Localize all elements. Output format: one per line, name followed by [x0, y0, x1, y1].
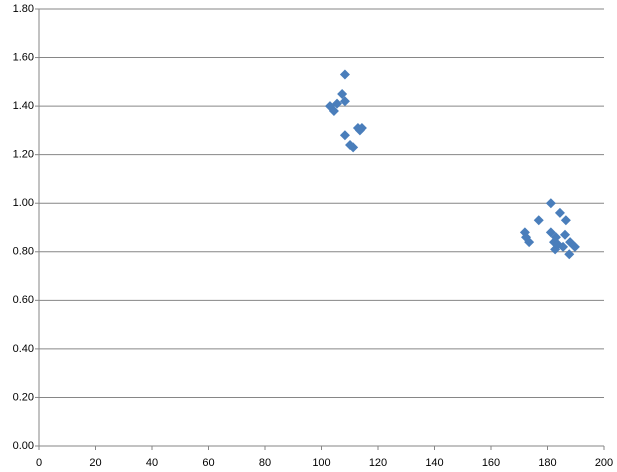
- x-tick-label: 20: [89, 457, 101, 469]
- x-tick-label: 200: [595, 457, 613, 469]
- y-tick-label: 0.80: [13, 246, 34, 258]
- y-tick-label: 0.20: [13, 391, 34, 403]
- point: [339, 96, 350, 107]
- point: [332, 98, 343, 109]
- y-tick-label: 1.40: [13, 100, 34, 112]
- x-tick-label: 40: [146, 457, 158, 469]
- point: [545, 198, 556, 209]
- point: [564, 249, 575, 260]
- x-tick-label: 140: [425, 457, 443, 469]
- point: [348, 142, 359, 153]
- y-tick-label: 0.00: [13, 440, 34, 452]
- point: [560, 229, 571, 240]
- y-tick-label: 1.00: [13, 197, 34, 209]
- point: [339, 69, 350, 80]
- point: [524, 237, 535, 248]
- x-tick-label: 80: [259, 457, 271, 469]
- y-tick-label: 0.40: [13, 343, 34, 355]
- y-tick-label: 1.80: [13, 3, 34, 15]
- x-tick-label: 60: [202, 457, 214, 469]
- point: [554, 207, 565, 218]
- point: [533, 215, 544, 226]
- point: [558, 241, 569, 252]
- point: [328, 105, 339, 116]
- x-tick-label: 120: [369, 457, 387, 469]
- x-tick-label: 100: [312, 457, 330, 469]
- x-tick-label: 180: [538, 457, 556, 469]
- point: [560, 215, 571, 226]
- point: [569, 241, 580, 252]
- point: [354, 125, 365, 136]
- y-tick-label: 1.20: [13, 149, 34, 161]
- x-tick-label: 160: [482, 457, 500, 469]
- point: [339, 130, 350, 141]
- y-tick-label: 0.60: [13, 294, 34, 306]
- y-tick-label: 1.60: [13, 51, 34, 63]
- point: [337, 88, 348, 99]
- x-tick-label: 0: [36, 457, 42, 469]
